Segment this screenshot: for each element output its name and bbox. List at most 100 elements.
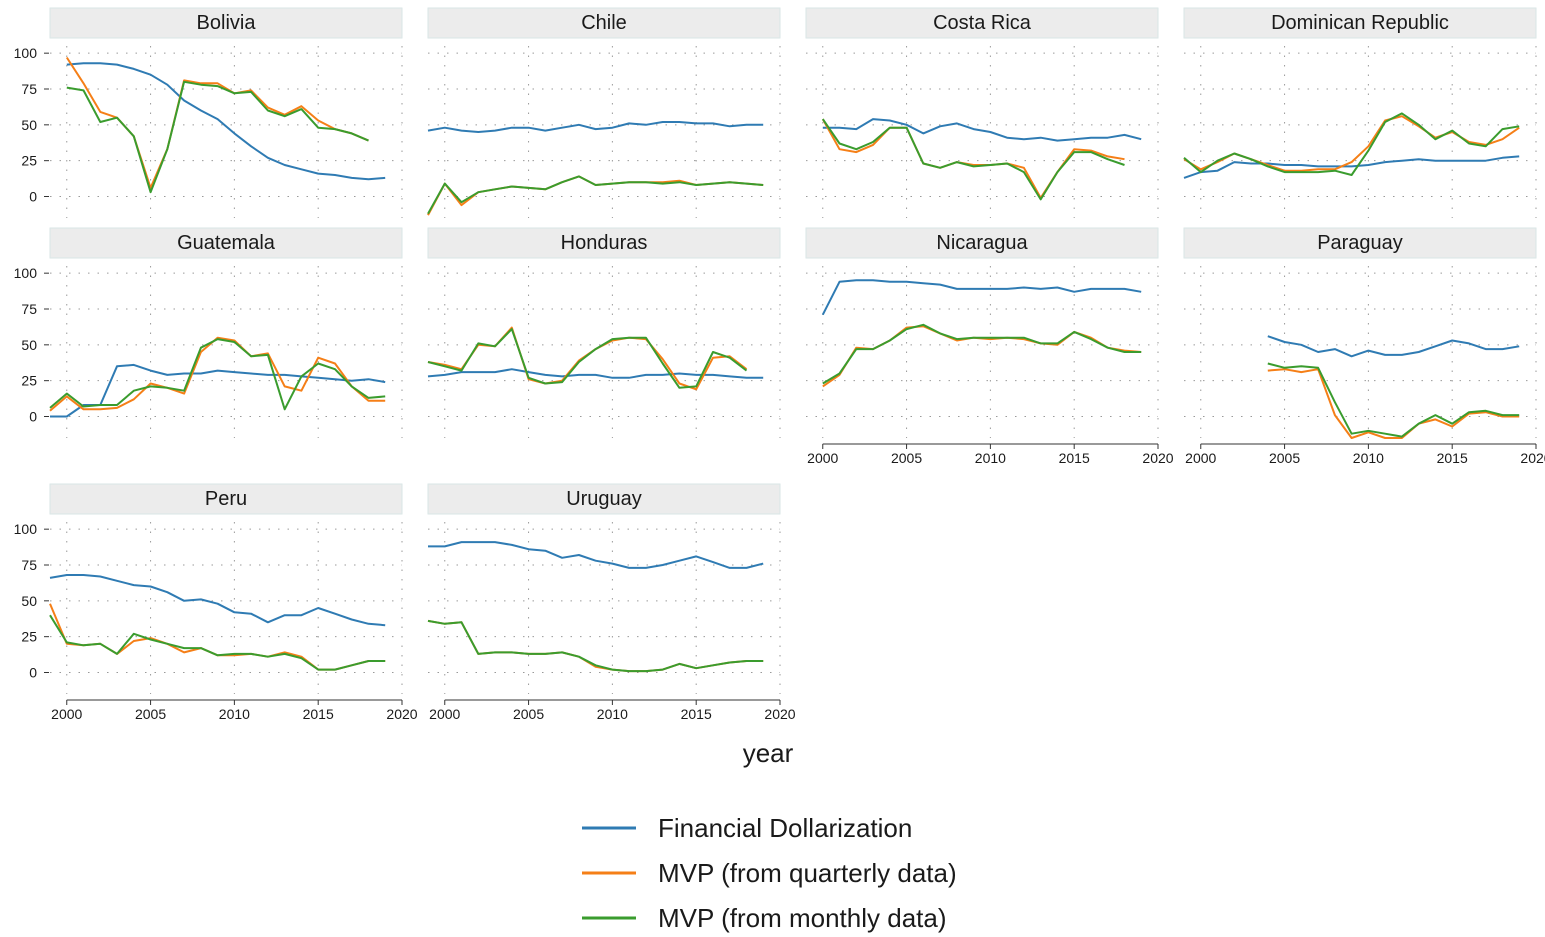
panel-dominican-republic: Dominican Republic [1183, 7, 1537, 218]
x-tick-label: 2005 [135, 706, 166, 722]
y-tick-label: 0 [29, 189, 37, 205]
x-axis-title: year [743, 738, 794, 768]
panel-strip [427, 483, 781, 515]
series-line-monthly [821, 118, 1125, 201]
x-tick-label: 2015 [681, 706, 712, 722]
panel-nicaragua: Nicaragua 2000 2005 2010 2015 2020 [805, 227, 1174, 466]
x-tick-label: 2000 [1185, 450, 1216, 466]
panel-title: Bolivia [197, 12, 257, 34]
series-line-quarterly [65, 56, 369, 189]
chart-panels: Bolivia 0 25 50 75 100 Chile Costa Rica Dominica… [14, 7, 1545, 722]
panel-strip [49, 7, 403, 39]
y-tick-label: 75 [21, 557, 37, 573]
x-tick-label: 2015 [1059, 450, 1090, 466]
x-tick-label: 2020 [764, 706, 795, 722]
panel-strip [1183, 7, 1537, 39]
y-tick-label: 50 [21, 337, 37, 353]
series-line-monthly [427, 328, 748, 389]
panel-guatemala: Guatemala 0 25 50 75 100 [14, 227, 403, 438]
series-line-monthly [49, 338, 386, 411]
panel-chile: Chile [427, 7, 781, 218]
panel-title: Nicaragua [936, 232, 1028, 254]
y-tick-label: 75 [21, 81, 37, 97]
panel-peru: Peru 0 25 50 75 100 2000 2005 2010 2015 2020 [14, 483, 418, 722]
series-line-quarterly [427, 619, 764, 673]
series-line-financial [427, 121, 764, 133]
panel-title: Peru [205, 488, 247, 510]
legend-label: MVP (from quarterly data) [658, 858, 957, 888]
panel-title: Chile [581, 12, 627, 34]
series-line-financial [822, 118, 1142, 142]
panel-title: Uruguay [566, 488, 642, 510]
panel-paraguay: Paraguay 2000 2005 2010 2015 2020 [1183, 227, 1545, 466]
series-line-monthly [49, 614, 386, 671]
y-tick-label: 0 [29, 665, 37, 681]
y-tick-label: 100 [14, 265, 38, 281]
series-line-quarterly [427, 175, 764, 216]
panel-uruguay: Uruguay 2000 2005 2010 2015 2020 [427, 483, 796, 722]
y-tick-label: 75 [21, 301, 37, 317]
y-tick-label: 100 [14, 45, 38, 61]
x-tick-label: 2015 [1437, 450, 1468, 466]
series-line-quarterly [822, 325, 1142, 388]
x-tick-label: 2015 [303, 706, 334, 722]
legend-item-quarterly: MVP (from quarterly data) [582, 858, 957, 888]
x-tick-label: 2010 [219, 706, 250, 722]
y-tick-label: 25 [21, 373, 37, 389]
y-tick-label: 25 [21, 629, 37, 645]
panel-strip [427, 7, 781, 39]
series-line-monthly [427, 175, 764, 215]
panel-strip [49, 227, 403, 259]
panel-strip [805, 7, 1159, 39]
series-line-quarterly [1267, 368, 1520, 439]
series-line-quarterly [821, 118, 1125, 199]
panel-title: Paraguay [1317, 232, 1403, 254]
x-tick-label: 2020 [1520, 450, 1545, 466]
series-line-financial [821, 279, 1142, 316]
panel-title: Costa Rica [933, 12, 1032, 34]
series-line-financial [66, 62, 386, 181]
x-tick-label: 2005 [513, 706, 544, 722]
panel-strip [805, 227, 1159, 259]
series-line-financial [50, 363, 386, 418]
y-tick-label: 50 [21, 117, 37, 133]
series-line-monthly [66, 80, 369, 194]
panel-bolivia: Bolivia 0 25 50 75 100 [14, 7, 403, 218]
x-tick-label: 2010 [597, 706, 628, 722]
series-line-monthly [1183, 112, 1520, 176]
legend-label: Financial Dollarization [658, 813, 912, 843]
series-line-financial [1183, 155, 1520, 179]
series-line-quarterly [49, 336, 386, 412]
x-tick-label: 2010 [975, 450, 1006, 466]
panel-strip [427, 227, 781, 259]
panel-title: Guatemala [177, 232, 276, 254]
panel-title: Honduras [561, 232, 648, 254]
panel-costa-rica: Costa Rica [805, 7, 1159, 218]
legend-item-monthly: MVP (from monthly data) [582, 903, 947, 933]
panel-strip [1183, 227, 1537, 259]
series-line-monthly [822, 323, 1142, 385]
x-tick-label: 2020 [1142, 450, 1173, 466]
y-tick-label: 50 [21, 593, 37, 609]
panel-title: Dominican Republic [1271, 12, 1449, 34]
legend-item-financial: Financial Dollarization [582, 813, 912, 843]
x-tick-label: 2005 [891, 450, 922, 466]
x-tick-label: 2005 [1269, 450, 1300, 466]
panel-strip [49, 483, 403, 515]
x-tick-label: 2010 [1353, 450, 1384, 466]
series-line-financial [1267, 335, 1520, 358]
series-line-financial [427, 368, 764, 379]
series-line-financial [49, 574, 386, 627]
legend-label: MVP (from monthly data) [658, 903, 947, 933]
panel-honduras: Honduras [427, 227, 781, 438]
legend: Financial Dollarization MVP (from quarter… [582, 813, 957, 933]
y-tick-label: 100 [14, 521, 38, 537]
series-line-monthly [1267, 362, 1520, 438]
x-tick-label: 2000 [429, 706, 460, 722]
series-line-financial [428, 541, 764, 569]
y-tick-label: 0 [29, 409, 37, 425]
series-line-monthly [427, 619, 764, 673]
x-tick-label: 2020 [386, 706, 417, 722]
x-tick-label: 2000 [807, 450, 838, 466]
